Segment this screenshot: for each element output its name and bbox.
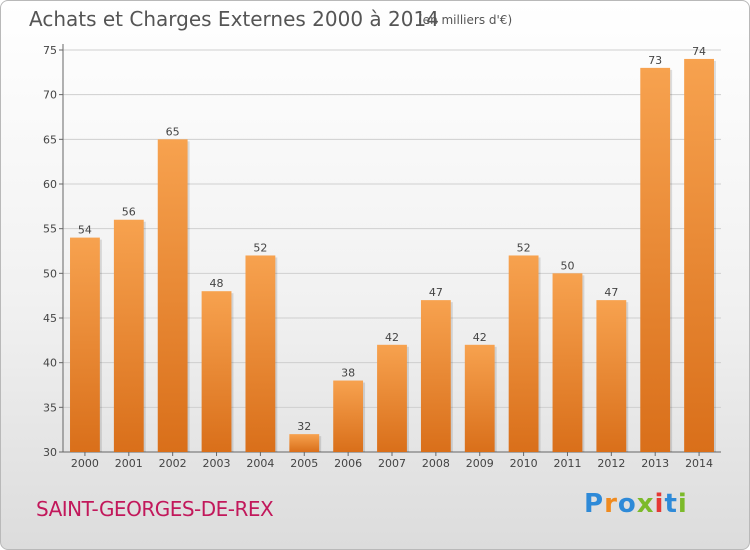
x-tick-label-2000: 2000 bbox=[71, 457, 99, 470]
value-label-2014: 74 bbox=[692, 45, 706, 58]
logo-letter: o bbox=[617, 489, 637, 519]
x-tick-label-2001: 2001 bbox=[115, 457, 143, 470]
logo-letter: x bbox=[636, 489, 655, 519]
logo-letter: i bbox=[654, 489, 665, 519]
y-tick-label-45: 45 bbox=[43, 312, 57, 325]
y-tick-label-70: 70 bbox=[43, 89, 57, 102]
x-tick-label-2010: 2010 bbox=[510, 457, 538, 470]
y-tick-label-60: 60 bbox=[43, 178, 57, 191]
bar-2000 bbox=[70, 237, 100, 452]
value-label-2004: 52 bbox=[253, 241, 267, 254]
x-tick-label-2011: 2011 bbox=[553, 457, 581, 470]
value-label-2005: 32 bbox=[297, 420, 311, 433]
x-tick-label-2009: 2009 bbox=[466, 457, 494, 470]
value-label-2002: 65 bbox=[166, 125, 180, 138]
bar-2004 bbox=[245, 255, 276, 452]
y-tick-label-65: 65 bbox=[43, 133, 57, 146]
bar-2003 bbox=[201, 291, 232, 452]
bar-2009 bbox=[464, 344, 495, 452]
y-tick-label-30: 30 bbox=[43, 446, 57, 459]
bar-2006 bbox=[333, 380, 364, 452]
x-tick-label-2008: 2008 bbox=[422, 457, 450, 470]
chart-title: Achats et Charges Externes 2000 à 2014 bbox=[29, 7, 439, 31]
logo-letter: P bbox=[584, 489, 605, 519]
y-tick-label-40: 40 bbox=[43, 357, 57, 370]
value-label-2009: 42 bbox=[473, 331, 487, 344]
bar-2005 bbox=[289, 434, 320, 452]
value-label-2006: 38 bbox=[341, 367, 355, 380]
bar-2013 bbox=[640, 67, 671, 452]
x-tick-label-2007: 2007 bbox=[378, 457, 406, 470]
x-tick-label-2006: 2006 bbox=[334, 457, 362, 470]
value-label-2007: 42 bbox=[385, 331, 399, 344]
value-label-2012: 47 bbox=[604, 286, 618, 299]
x-tick-label-2013: 2013 bbox=[641, 457, 669, 470]
bars bbox=[70, 58, 716, 453]
bar-2010 bbox=[508, 255, 539, 452]
logo-letter: i bbox=[677, 489, 688, 519]
bar-2012 bbox=[596, 300, 627, 452]
bar-2007 bbox=[377, 344, 407, 452]
value-label-2013: 73 bbox=[648, 54, 662, 67]
x-tick-label-2004: 2004 bbox=[246, 457, 274, 470]
value-label-2003: 48 bbox=[210, 277, 224, 290]
logo-letter: r bbox=[604, 489, 618, 519]
x-tick-label-2012: 2012 bbox=[597, 457, 625, 470]
logo-letter: t bbox=[664, 489, 678, 519]
bar-2001 bbox=[113, 219, 144, 452]
x-tick-label-2005: 2005 bbox=[290, 457, 318, 470]
bar-2014 bbox=[684, 58, 714, 452]
bar-2002 bbox=[157, 139, 188, 453]
value-label-2011: 50 bbox=[560, 259, 574, 272]
y-tick-label-50: 50 bbox=[43, 267, 57, 280]
value-label-2001: 56 bbox=[122, 206, 136, 219]
x-tick-label-2014: 2014 bbox=[685, 457, 713, 470]
y-tick-label-55: 55 bbox=[43, 223, 57, 236]
bar-2011 bbox=[552, 273, 583, 452]
y-tick-label-35: 35 bbox=[43, 401, 57, 414]
axes: 30 35 40 45 50 55 60 65 70 75 2000 2001 2002 2003 2004… bbox=[43, 44, 721, 470]
value-label-2008: 47 bbox=[429, 286, 443, 299]
x-tick-label-2003: 2003 bbox=[203, 457, 231, 470]
y-tick-label-75: 75 bbox=[43, 44, 57, 57]
x-tick-label-2002: 2002 bbox=[159, 457, 187, 470]
chart-subtitle: (en milliers d'€) bbox=[418, 13, 513, 27]
value-label-2010: 52 bbox=[517, 241, 531, 254]
value-label-2000: 54 bbox=[78, 224, 92, 237]
proxiti-logo: Proxiti bbox=[584, 489, 688, 519]
city-name: SAINT-GEORGES-DE-REX bbox=[36, 497, 274, 521]
data-labels: 54 56 65 48 52 32 38 42 47 42 52 50 47 73 74 bbox=[78, 45, 706, 433]
bar-2008 bbox=[420, 300, 451, 452]
